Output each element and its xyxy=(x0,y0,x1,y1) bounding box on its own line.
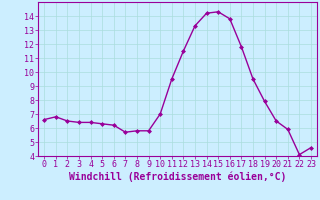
X-axis label: Windchill (Refroidissement éolien,°C): Windchill (Refroidissement éolien,°C) xyxy=(69,172,286,182)
